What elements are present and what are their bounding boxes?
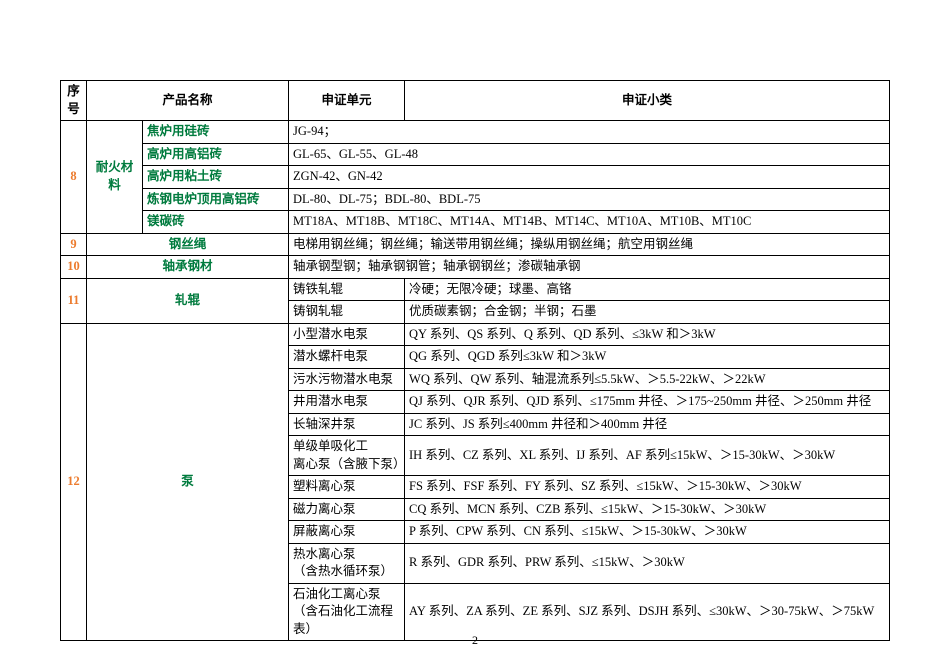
unit-cell: 小型潜水电泵 [289, 323, 405, 346]
sub-cell: P 系列、CPW 系列、CN 系列、≤15kW、＞15-30kW、＞30kW [405, 521, 890, 544]
prod-cell: 镁碳砖 [143, 211, 289, 234]
table-row: 11 轧辊 铸铁轧辊 冷硬；无限冷硬；球墨、高铬 [61, 278, 890, 301]
seq-10: 10 [61, 256, 87, 279]
unit-cell: 屏蔽离心泵 [289, 521, 405, 544]
unit-cell: 长轴深井泵 [289, 413, 405, 436]
sub-cell: IH 系列、CZ 系列、XL 系列、IJ 系列、AF 系列≤15kW、＞15-3… [405, 436, 890, 476]
sub-cell: QY 系列、QS 系列、Q 系列、QD 系列、≤3kW 和＞3kW [405, 323, 890, 346]
table-row: 高炉用粘土砖 ZGN-42、GN-42 [61, 166, 890, 189]
unit-cell: DL-80、DL-75；BDL-80、BDL-75 [289, 188, 890, 211]
prod-12: 泵 [87, 323, 289, 641]
unit-cell: 潜水螺杆电泵 [289, 346, 405, 369]
sub-cell: JC 系列、JS 系列≤400mm 井径和＞400mm 井径 [405, 413, 890, 436]
cert-table: 序号 产品名称 申证单元 申证小类 8 耐火材料 焦炉用硅砖 JG-94； 高炉… [60, 80, 890, 641]
cat-8: 耐火材料 [87, 121, 143, 234]
sub-cell: FS 系列、FSF 系列、FY 系列、SZ 系列、≤15kW、＞15-30kW、… [405, 476, 890, 499]
header-prod: 产品名称 [87, 81, 289, 121]
sub-cell: WQ 系列、QW 系列、轴混流系列≤5.5kW、＞5.5-22kW、＞22kW [405, 368, 890, 391]
prod-11: 轧辊 [87, 278, 289, 323]
unit-cell: GL-65、GL-55、GL-48 [289, 143, 890, 166]
unit-cell: 井用潜水电泵 [289, 391, 405, 414]
sub-cell: 优质碳素钢；合金钢；半钢；石墨 [405, 301, 890, 324]
sub-cell: 冷硬；无限冷硬；球墨、高铬 [405, 278, 890, 301]
unit-cell: JG-94； [289, 121, 890, 144]
unit-cell: 热水离心泵（含热水循环泵） [289, 543, 405, 583]
unit-cell: 污水污物潜水电泵 [289, 368, 405, 391]
unit-cell: 铸钢轧辊 [289, 301, 405, 324]
unit-10: 轴承钢型钢；轴承钢钢管；轴承钢钢丝；渗碳轴承钢 [289, 256, 890, 279]
seq-9: 9 [61, 233, 87, 256]
prod-cell: 炼钢电炉顶用高铝砖 [143, 188, 289, 211]
page-number: 2 [0, 633, 950, 648]
header-seq: 序号 [61, 81, 87, 121]
prod-cell: 焦炉用硅砖 [143, 121, 289, 144]
header-unit: 申证单元 [289, 81, 405, 121]
unit-cell: ZGN-42、GN-42 [289, 166, 890, 189]
table-row: 高炉用高铝砖 GL-65、GL-55、GL-48 [61, 143, 890, 166]
unit-cell: 铸铁轧辊 [289, 278, 405, 301]
header-row: 序号 产品名称 申证单元 申证小类 [61, 81, 890, 121]
sub-cell: QJ 系列、QJR 系列、QJD 系列、≤175mm 井径、＞175~250mm… [405, 391, 890, 414]
prod-9: 钢丝绳 [87, 233, 289, 256]
unit-cell: 塑料离心泵 [289, 476, 405, 499]
header-sub: 申证小类 [405, 81, 890, 121]
table-row: 10 轴承钢材 轴承钢型钢；轴承钢钢管；轴承钢钢丝；渗碳轴承钢 [61, 256, 890, 279]
unit-cell: 石油化工离心泵（含石油化工流程表） [289, 583, 405, 641]
sub-cell: CQ 系列、MCN 系列、CZB 系列、≤15kW、＞15-30kW、＞30kW [405, 498, 890, 521]
unit-cell: 磁力离心泵 [289, 498, 405, 521]
unit-9: 电梯用钢丝绳；钢丝绳；输送带用钢丝绳；操纵用钢丝绳；航空用钢丝绳 [289, 233, 890, 256]
unit-cell: MT18A、MT18B、MT18C、MT14A、MT14B、MT14C、MT10… [289, 211, 890, 234]
unit-cell: 单级单吸化工离心泵（含腋下泵） [289, 436, 405, 476]
prod-10: 轴承钢材 [87, 256, 289, 279]
table-row: 炼钢电炉顶用高铝砖 DL-80、DL-75；BDL-80、BDL-75 [61, 188, 890, 211]
seq-12: 12 [61, 323, 87, 641]
seq-11: 11 [61, 278, 87, 323]
table-row: 8 耐火材料 焦炉用硅砖 JG-94； [61, 121, 890, 144]
prod-cell: 高炉用高铝砖 [143, 143, 289, 166]
table-row: 12 泵 小型潜水电泵 QY 系列、QS 系列、Q 系列、QD 系列、≤3kW … [61, 323, 890, 346]
table-row: 镁碳砖 MT18A、MT18B、MT18C、MT14A、MT14B、MT14C、… [61, 211, 890, 234]
prod-cell: 高炉用粘土砖 [143, 166, 289, 189]
sub-cell: AY 系列、ZA 系列、ZE 系列、SJZ 系列、DSJH 系列、≤30kW、＞… [405, 583, 890, 641]
seq-8: 8 [61, 121, 87, 234]
sub-cell: R 系列、GDR 系列、PRW 系列、≤15kW、＞30kW [405, 543, 890, 583]
sub-cell: QG 系列、QGD 系列≤3kW 和＞3kW [405, 346, 890, 369]
table-row: 9 钢丝绳 电梯用钢丝绳；钢丝绳；输送带用钢丝绳；操纵用钢丝绳；航空用钢丝绳 [61, 233, 890, 256]
